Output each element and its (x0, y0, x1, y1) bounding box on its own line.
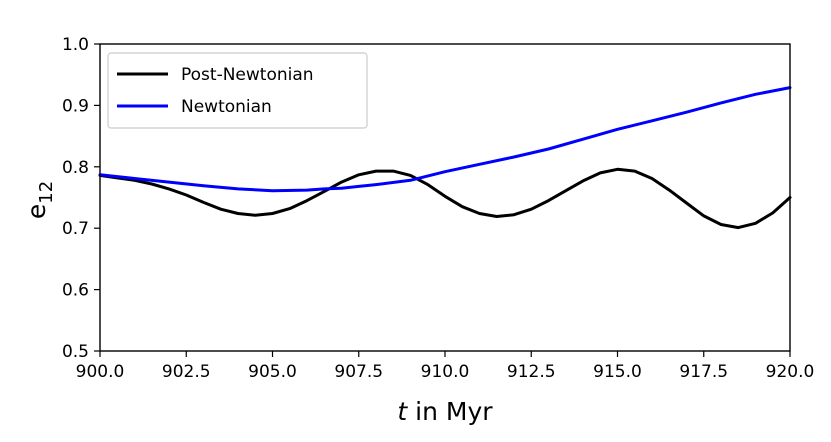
x-tick-label: 912.5 (507, 362, 556, 382)
y-tick-label: 0.5 (62, 342, 89, 362)
legend-label-newtonian: Newtonian (181, 97, 272, 117)
x-tick-label: 920.0 (766, 362, 815, 382)
legend-label-post-newtonian: Post-Newtonian (181, 65, 314, 85)
y-axis-label-symbol: e (22, 204, 51, 219)
y-tick-label: 0.6 (62, 281, 89, 301)
x-axis-label-unit: in Myr (407, 397, 493, 426)
legend: Post-Newtonian Newtonian (107, 52, 368, 129)
y-tick-label: 0.7 (62, 219, 89, 239)
x-tick-label: 902.5 (162, 362, 211, 382)
x-axis-label: t in Myr (397, 397, 493, 426)
y-axis-label: e12 (22, 181, 57, 219)
series-line-newtonian (98, 86, 792, 193)
x-tick-label: 905.0 (248, 362, 297, 382)
series-line-post-newtonian (98, 167, 792, 230)
y-tick-label: 0.9 (62, 96, 89, 116)
x-tick-label: 917.5 (679, 362, 728, 382)
x-tick-label: 915.0 (593, 362, 642, 382)
x-tick-label: 900.0 (76, 362, 125, 382)
y-axis-label-subscript: 12 (36, 181, 57, 204)
x-tick-label: 907.5 (334, 362, 383, 382)
y-tick-label: 1.0 (62, 35, 89, 55)
x-tick-label: 910.0 (421, 362, 470, 382)
series-layer (98, 86, 792, 230)
y-tick-label: 0.8 (62, 158, 89, 178)
tick-layer: 900.0 902.5 905.0 907.5 910.0 912.5 915.0 917.5… (62, 35, 814, 382)
legend-box (107, 52, 368, 129)
x-axis-label-variable: t (397, 397, 408, 426)
